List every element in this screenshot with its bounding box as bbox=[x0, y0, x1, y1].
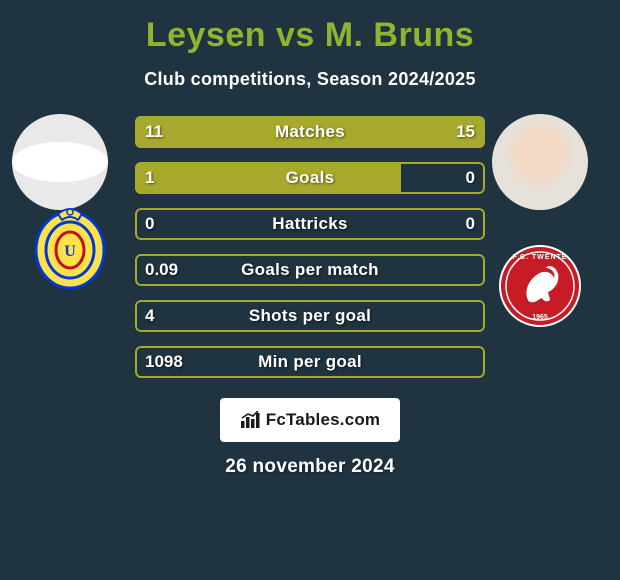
club-left-logo: U bbox=[28, 206, 112, 290]
comparison-card: Leysen vs M. Bruns Club competitions, Se… bbox=[0, 0, 620, 580]
svg-text:F.C. TWENTE: F.C. TWENTE bbox=[513, 254, 568, 261]
stat-label: Hattricks bbox=[135, 208, 485, 240]
stat-value-right: 0 bbox=[456, 162, 485, 194]
stat-value-left: 4 bbox=[135, 300, 164, 332]
footer-logo: FcTables.com bbox=[220, 398, 400, 442]
stat-row: Goals1 0 bbox=[135, 162, 485, 194]
stat-value-right: 15 bbox=[446, 116, 485, 148]
club-left-badge-icon: U bbox=[28, 206, 112, 290]
stat-row: Matches11 15 bbox=[135, 116, 485, 148]
stat-value-left: 0.09 bbox=[135, 254, 188, 286]
club-right-badge-icon: F.C. TWENTE 1965 bbox=[498, 244, 582, 328]
stat-label: Matches bbox=[135, 116, 485, 148]
page-subtitle: Club competitions, Season 2024/2025 bbox=[0, 69, 620, 90]
stat-bars: Matches1115Goals10Hattricks00Goals per m… bbox=[135, 114, 485, 378]
compare-area: U F.C. TWENTE 1965 Matches1115Goals10Hat… bbox=[0, 114, 620, 378]
stat-row: Min per goal1098 bbox=[135, 346, 485, 378]
club-right-logo: F.C. TWENTE 1965 bbox=[498, 244, 582, 328]
stat-label: Shots per goal bbox=[135, 300, 485, 332]
svg-text:U: U bbox=[64, 243, 76, 260]
stat-value-left: 1098 bbox=[135, 346, 193, 378]
stat-value-left: 1 bbox=[135, 162, 164, 194]
footer-date: 26 november 2024 bbox=[0, 456, 620, 478]
stat-value-left: 0 bbox=[135, 208, 164, 240]
stat-row: Shots per goal4 bbox=[135, 300, 485, 332]
stat-value-left: 11 bbox=[135, 116, 173, 148]
player-right-avatar bbox=[492, 114, 588, 210]
club-right-year: 1965 bbox=[532, 314, 548, 321]
page-title: Leysen vs M. Bruns bbox=[0, 16, 620, 55]
player-right-placeholder bbox=[492, 114, 588, 210]
stat-value-right: 0 bbox=[456, 208, 485, 240]
player-left-placeholder bbox=[12, 142, 108, 182]
player-left-avatar bbox=[12, 114, 108, 210]
footer-logo-text: FcTables.com bbox=[266, 410, 381, 430]
stat-row: Hattricks0 0 bbox=[135, 208, 485, 240]
chart-icon bbox=[240, 411, 262, 429]
stat-row: Goals per match0.09 bbox=[135, 254, 485, 286]
stat-label: Goals bbox=[135, 162, 485, 194]
